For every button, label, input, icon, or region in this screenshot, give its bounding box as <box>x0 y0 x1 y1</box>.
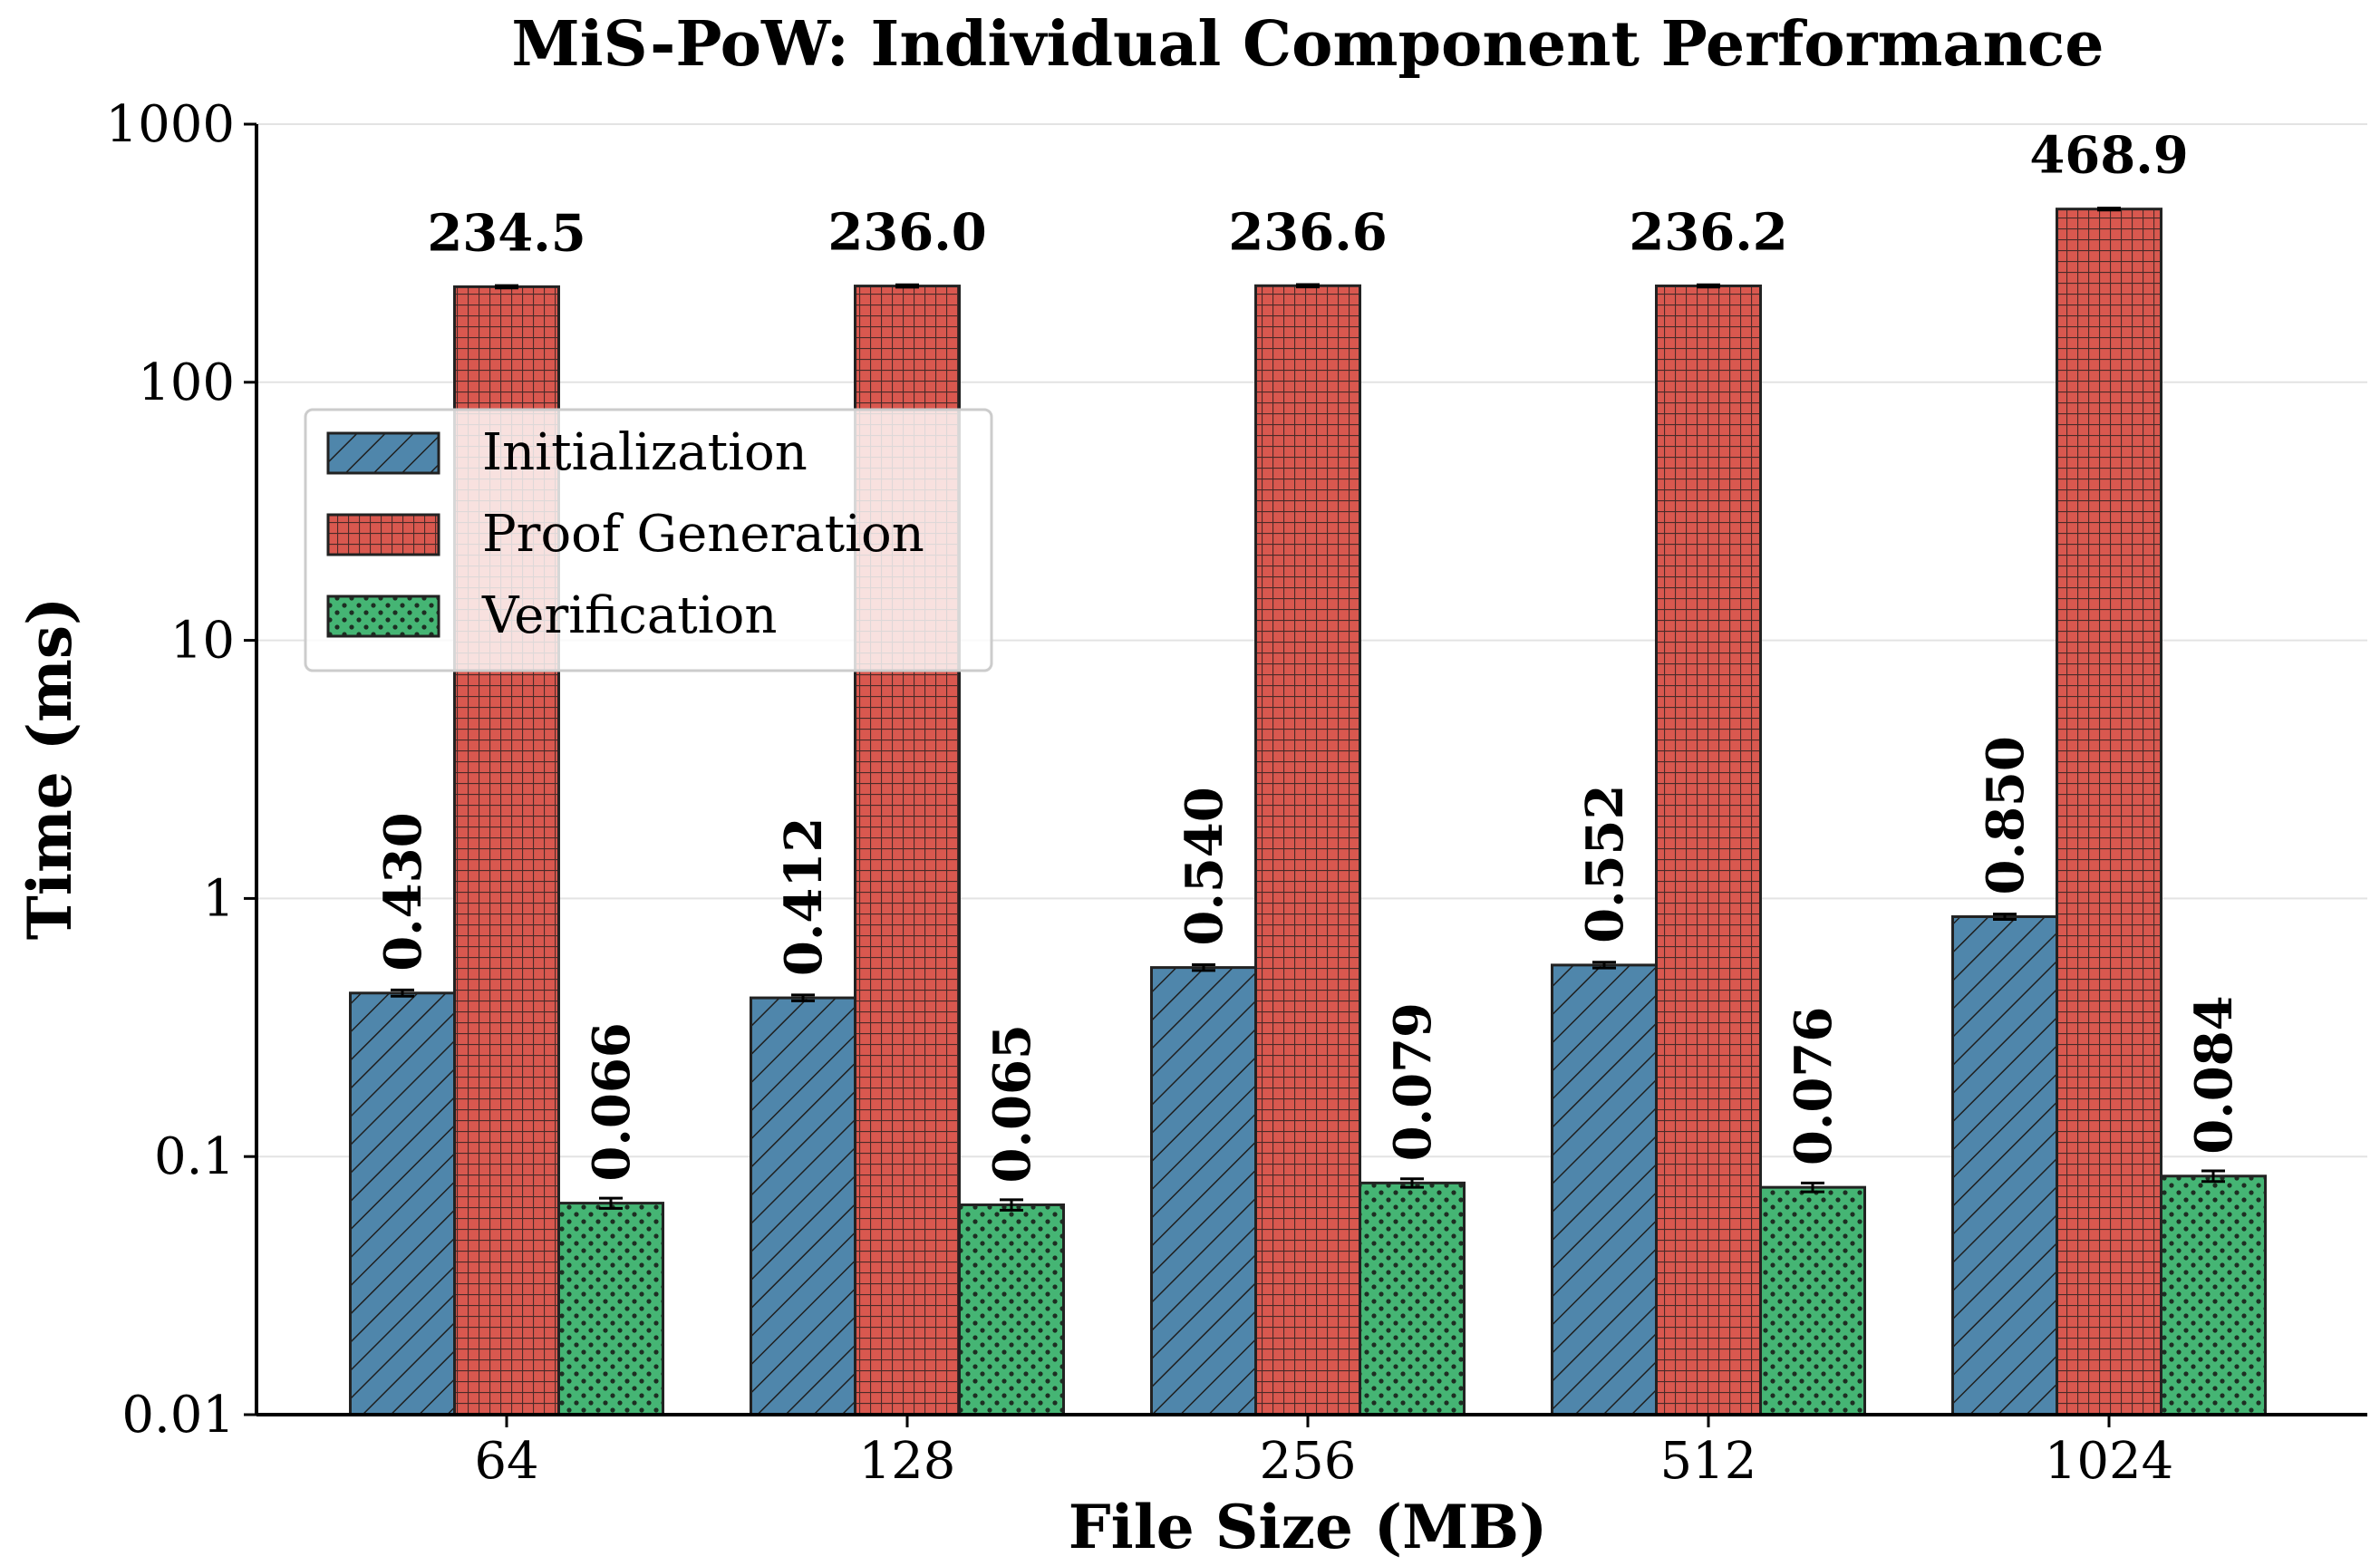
error-bar-verification-512 <box>1801 1181 1824 1194</box>
data-label-proof-generation-64: 234.5 <box>427 203 585 263</box>
x-tick-label: 1024 <box>2045 1432 2174 1491</box>
data-label-verification-1024: 0.084 <box>2184 995 2244 1154</box>
bar-proof-generation-512 <box>1655 284 1762 1416</box>
data-label-verification-256: 0.079 <box>1383 1002 1443 1161</box>
error-bar-proof-generation-256 <box>1296 283 1320 289</box>
error-bar-verification-128 <box>1000 1198 1023 1212</box>
error-bar-proof-generation-64 <box>495 284 518 290</box>
x-axis-label: File Size (MB) <box>1069 1492 1547 1562</box>
bar-verification-1024 <box>2160 1174 2267 1416</box>
bar-initialization-1024 <box>1951 915 2058 1416</box>
legend-swatch-initialization <box>326 431 440 475</box>
y-tick-label: 10 <box>170 612 235 671</box>
bar-initialization-64 <box>349 991 456 1416</box>
error-bar-proof-generation-1024 <box>2097 207 2121 212</box>
legend-swatch-verification <box>326 594 440 638</box>
error-bar-initialization-256 <box>1192 962 1215 972</box>
x-tick-label: 256 <box>1260 1432 1357 1491</box>
y-tick-label: 0.01 <box>121 1386 235 1445</box>
data-label-initialization-256: 0.540 <box>1175 787 1234 945</box>
legend: Initialization Proof Generation Verifica… <box>304 408 993 672</box>
x-tick-label: 128 <box>859 1432 956 1491</box>
error-bar-proof-generation-512 <box>1697 283 1720 289</box>
data-label-proof-generation-256: 236.6 <box>1228 202 1387 262</box>
bar-verification-64 <box>557 1202 664 1416</box>
y-tick-label: 0.1 <box>154 1127 235 1186</box>
error-bar-verification-1024 <box>2201 1169 2225 1184</box>
legend-label-proof-generation: Proof Generation <box>482 505 924 564</box>
data-label-verification-128: 0.065 <box>982 1024 1042 1183</box>
bar-verification-256 <box>1359 1181 1466 1416</box>
data-label-initialization-128: 0.412 <box>774 817 834 976</box>
bar-initialization-256 <box>1150 966 1257 1416</box>
data-label-initialization-512: 0.552 <box>1575 785 1635 943</box>
y-tick-label: 1 <box>202 869 235 928</box>
legend-swatch-proof-generation <box>326 513 440 556</box>
legend-label-initialization: Initialization <box>482 423 808 482</box>
y-tick-label: 1000 <box>105 95 235 154</box>
error-bar-proof-generation-128 <box>895 283 919 289</box>
data-label-verification-512: 0.076 <box>1784 1007 1843 1165</box>
bar-verification-128 <box>958 1203 1065 1416</box>
error-bar-verification-256 <box>1400 1177 1424 1189</box>
y-axis-label: Time (ms) <box>15 597 85 940</box>
data-label-proof-generation-512: 236.2 <box>1629 202 1787 262</box>
error-bar-initialization-512 <box>1592 961 1616 970</box>
x-tick-label: 64 <box>474 1432 538 1491</box>
data-label-initialization-64: 0.430 <box>373 812 433 971</box>
bar-initialization-128 <box>750 996 856 1416</box>
data-label-proof-generation-1024: 468.9 <box>2029 126 2188 186</box>
bar-verification-512 <box>1759 1185 1866 1416</box>
error-bar-verification-64 <box>599 1196 623 1210</box>
bar-proof-generation-1024 <box>2056 208 2162 1416</box>
error-bars <box>391 207 2225 1212</box>
bar-proof-generation-256 <box>1254 284 1361 1416</box>
legend-frame <box>304 408 993 672</box>
axes: 0.01 0.1 1 10 100 1000 64 128 256 512 1024 <box>105 95 2367 1491</box>
data-label-proof-generation-128: 236.0 <box>827 203 986 263</box>
bar-initialization-512 <box>1551 963 1658 1416</box>
error-bar-initialization-128 <box>791 993 815 1002</box>
chart-title: MiS-PoW: Individual Component Performanc… <box>511 8 2104 81</box>
error-bar-initialization-64 <box>391 988 414 998</box>
data-label-verification-64: 0.066 <box>582 1022 642 1181</box>
data-label-initialization-1024: 0.850 <box>1976 736 2036 894</box>
legend-label-verification: Verification <box>481 586 777 645</box>
data-labels: 0.430 0.412 0.540 0.552 0.850 234.5 236.0 236.6… <box>373 126 2244 1184</box>
y-tick-label: 100 <box>138 353 235 412</box>
x-tick-label: 512 <box>1660 1432 1757 1491</box>
error-bar-initialization-1024 <box>1993 913 2017 921</box>
